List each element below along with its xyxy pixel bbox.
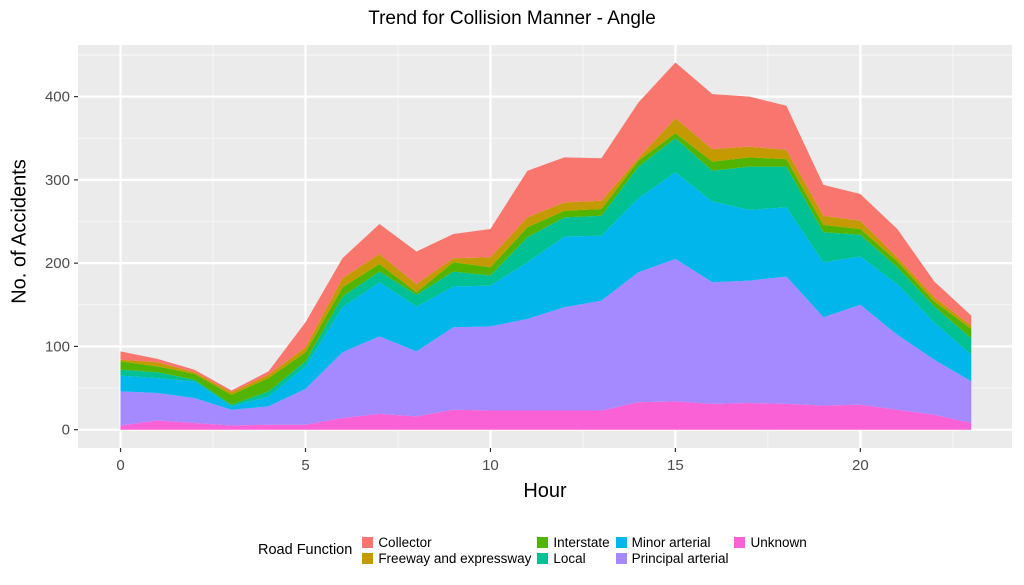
svg-text:400: 400: [45, 89, 70, 106]
legend-swatch-icon: [362, 536, 374, 548]
svg-text:200: 200: [45, 255, 70, 272]
svg-text:20: 20: [852, 457, 869, 474]
legend-label: Interstate: [553, 534, 610, 550]
legend-swatch-icon: [537, 536, 549, 548]
legend-item-unknown: Unknown: [734, 534, 807, 550]
svg-text:10: 10: [482, 457, 499, 474]
legend-label: Minor arterial: [631, 534, 711, 550]
legend-item-freeway: Freeway and expressway: [362, 550, 531, 566]
legend-label: Freeway and expressway: [378, 550, 532, 566]
x-axis: 0 5 10 15 20: [116, 448, 869, 474]
legend-title: Road Function: [258, 542, 353, 558]
stacked-areas: [120, 62, 972, 430]
chart-title: Trend for Collision Manner - Angle: [368, 8, 656, 29]
legend-swatch-icon: [537, 552, 549, 564]
y-axis: 0 100 200 300 400: [45, 89, 78, 439]
svg-text:0: 0: [62, 422, 70, 439]
svg-text:300: 300: [45, 172, 70, 189]
legend-item-collector: Collector: [362, 534, 531, 550]
legend-item-minor-arterial: Minor arterial: [615, 534, 729, 550]
legend-item-interstate: Interstate: [537, 534, 610, 550]
svg-text:0: 0: [116, 457, 124, 474]
area-minor-arterial: [120, 172, 972, 410]
x-axis-label: Hour: [523, 480, 567, 502]
legend-swatch-icon: [615, 552, 627, 564]
legend-item-local: Local: [537, 550, 609, 566]
legend-label: Local: [553, 550, 586, 566]
legend-item-principal-arterial: Principal arterial: [615, 550, 729, 566]
legend-swatch-icon: [615, 536, 627, 548]
legend-swatch-icon: [734, 536, 746, 548]
legend-items: Collector Freeway and expressway Interst…: [362, 534, 807, 566]
area-principal-arterial: [120, 259, 972, 426]
legend-label: Collector: [378, 534, 432, 550]
area-unknown: [120, 401, 972, 430]
svg-text:5: 5: [301, 457, 309, 474]
area-collector: [120, 62, 972, 393]
area-local: [120, 138, 972, 407]
y-axis-label: No. of Accidents: [8, 159, 31, 304]
svg-text:15: 15: [667, 457, 684, 474]
legend-swatch-icon: [362, 552, 374, 564]
legend: Road Function Collector Freeway and expr…: [258, 534, 807, 566]
svg-text:100: 100: [45, 338, 70, 355]
legend-label: Principal arterial: [631, 550, 729, 566]
legend-label: Unknown: [750, 534, 807, 550]
